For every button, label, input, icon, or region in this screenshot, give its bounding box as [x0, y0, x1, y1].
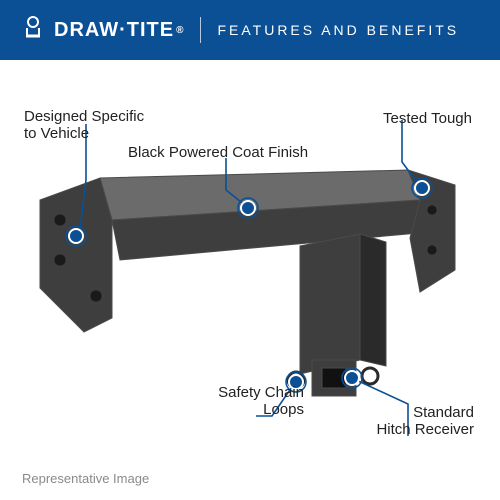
- callout-tested-tough: Tested Tough: [352, 110, 472, 127]
- logo-registered: ®: [176, 25, 184, 36]
- callout-receiver: StandardHitch Receiver: [354, 404, 474, 439]
- hitch-ball-icon: [20, 14, 46, 46]
- logo-text: DRAW·TITE: [54, 19, 174, 42]
- diagram-canvas: Representative Image Designed Specificto…: [0, 60, 500, 500]
- callout-designed: Designed Specificto Vehicle: [24, 108, 144, 143]
- callout-black-finish: Black Powered Coat Finish: [128, 144, 308, 161]
- header-bar: DRAW·TITE ® FEATURES AND BENEFITS: [0, 0, 500, 60]
- footer-note: Representative Image: [22, 471, 149, 486]
- header-divider: [200, 17, 201, 43]
- brand-logo: DRAW·TITE ®: [20, 14, 184, 46]
- callout-safety-loops: Safety ChainLoops: [184, 384, 304, 419]
- header-title: FEATURES AND BENEFITS: [217, 22, 459, 38]
